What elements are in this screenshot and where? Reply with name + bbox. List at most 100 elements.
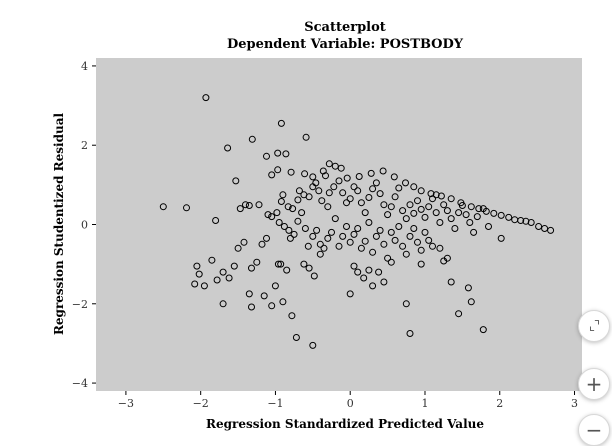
data-point <box>191 280 199 288</box>
data-point <box>195 270 203 278</box>
y-tick-label: 0 <box>81 219 88 232</box>
data-point <box>391 236 399 244</box>
data-point <box>429 195 436 203</box>
data-point <box>547 226 555 234</box>
x-tick-label: −2 <box>193 397 209 410</box>
data-point <box>343 174 351 182</box>
data-point <box>316 250 324 258</box>
data-point <box>387 258 395 266</box>
data-point <box>395 223 403 230</box>
data-point <box>447 215 455 223</box>
data-point <box>263 234 270 242</box>
data-point <box>274 149 282 157</box>
data-point <box>183 204 190 212</box>
collapse-arrows-icon: ⌞⌝ <box>588 318 600 334</box>
data-point <box>505 213 513 221</box>
data-point <box>425 236 433 244</box>
data-point <box>372 179 380 187</box>
data-point <box>369 248 377 256</box>
data-point <box>497 211 505 219</box>
data-point <box>335 177 343 185</box>
points-layer <box>159 94 555 349</box>
data-point <box>527 219 535 226</box>
data-point <box>324 203 332 211</box>
data-point <box>375 268 383 276</box>
data-point <box>260 292 268 300</box>
data-point <box>335 242 343 250</box>
data-point <box>387 228 395 236</box>
data-point <box>447 278 455 286</box>
data-point <box>357 199 365 207</box>
data-point <box>436 244 444 252</box>
data-point <box>213 276 221 284</box>
data-point <box>490 209 498 217</box>
data-point <box>219 300 227 308</box>
data-point <box>395 184 403 192</box>
data-point <box>328 228 335 236</box>
data-point <box>406 330 414 337</box>
data-point <box>325 189 333 197</box>
data-point <box>458 202 466 209</box>
data-point <box>236 205 244 213</box>
data-point <box>365 219 373 226</box>
chart-title: Scatterplot <box>304 20 386 35</box>
data-point <box>316 240 324 248</box>
data-point <box>479 205 487 213</box>
data-point <box>354 268 362 276</box>
data-point <box>253 258 261 266</box>
data-point <box>248 303 255 311</box>
data-point <box>470 228 478 236</box>
data-point <box>234 244 242 252</box>
data-point <box>361 209 369 217</box>
data-point <box>224 144 232 152</box>
data-point <box>309 173 317 181</box>
data-point <box>390 173 398 181</box>
data-point <box>309 232 317 240</box>
zoom-in-button[interactable]: + <box>578 368 610 400</box>
y-tick-label: 4 <box>81 60 88 73</box>
data-point <box>324 234 332 242</box>
data-point <box>455 310 463 318</box>
data-point <box>402 300 410 308</box>
data-point <box>282 150 290 158</box>
data-point <box>447 195 455 203</box>
data-point <box>357 244 365 252</box>
data-point <box>302 133 310 141</box>
data-point <box>380 278 388 286</box>
data-point <box>248 264 255 272</box>
y-tick-label: 2 <box>81 139 88 152</box>
data-point <box>343 223 350 230</box>
data-point <box>263 152 270 160</box>
data-point <box>219 268 227 276</box>
data-point <box>315 187 323 195</box>
data-point <box>331 215 339 223</box>
data-point <box>208 256 216 264</box>
data-point <box>274 166 282 174</box>
collapse-button[interactable]: ⌞⌝ <box>578 310 610 342</box>
data-point <box>301 170 309 178</box>
data-point <box>410 209 418 217</box>
zoom-out-button[interactable]: − <box>578 414 610 446</box>
data-point <box>417 260 425 268</box>
data-point <box>467 203 475 211</box>
data-point <box>429 242 436 250</box>
data-point <box>339 189 347 197</box>
data-point <box>159 203 167 211</box>
y-tick-label: −4 <box>72 377 88 390</box>
data-point <box>232 177 240 185</box>
data-point <box>271 282 279 290</box>
data-point <box>350 262 358 270</box>
y-axis-label: Regression Studentized Residual <box>52 113 66 336</box>
data-point <box>462 211 470 219</box>
data-point <box>346 290 354 298</box>
data-point <box>286 234 294 242</box>
data-point <box>384 254 392 262</box>
data-point <box>517 217 525 224</box>
data-point <box>437 192 445 200</box>
data-point <box>312 179 320 187</box>
data-point <box>414 197 421 205</box>
data-point <box>360 274 368 282</box>
data-point <box>466 219 474 226</box>
chart-subtitle: Dependent Variable: POSTBODY <box>227 37 464 52</box>
x-axis-label: Regression Standardized Predicted Value <box>206 417 484 431</box>
